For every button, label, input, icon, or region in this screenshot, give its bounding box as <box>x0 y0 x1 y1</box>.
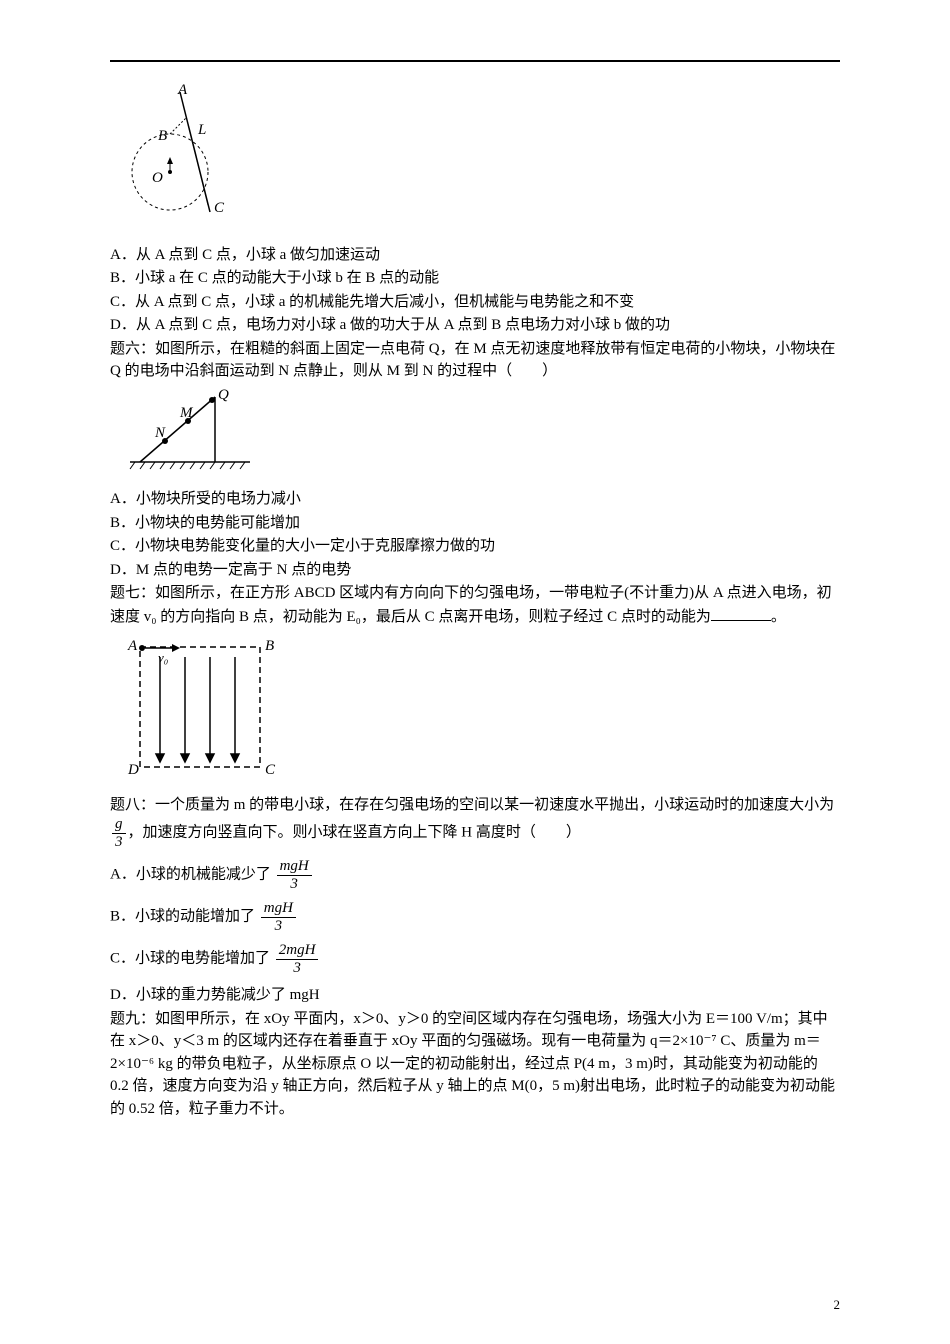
q5-opt-A: A．从 A 点到 C 点，小球 a 做匀加速运动 <box>110 244 840 267</box>
q7-stem-end: 。 <box>771 609 786 625</box>
svg-text:N: N <box>154 425 166 441</box>
svg-text:O: O <box>152 170 163 186</box>
q9-stem: 题九：如图甲所示，在 xOy 平面内，x＞0、y＞0 的空间区域内存在匀强电场，… <box>110 1008 840 1121</box>
q8-A-frac: mgH3 <box>277 858 312 892</box>
svg-text:D: D <box>127 762 139 778</box>
figure-q6: Q M N <box>120 387 840 485</box>
content: A B L O C A．从 A 点到 C 点，小球 a 做匀加速运动 B．小球 … <box>110 82 840 1120</box>
q6-opt-C: C．小物块电势能变化量的大小一定小于克服摩擦力做的功 <box>110 535 840 558</box>
q8-opt-C: C．小球的电势能增加了 2mgH3 <box>110 942 840 976</box>
q8-stem: 题八：一个质量为 m 的带电小球，在存在匀强电场的空间以某一初速度水平抛出，小球… <box>110 794 840 851</box>
svg-text:M: M <box>179 405 194 421</box>
figure-q7: A B C D v₀ <box>120 632 840 790</box>
q8-C-text: C．小球的电势能增加了 <box>110 950 274 966</box>
q8-opt-B: B．小球的动能增加了 mgH3 <box>110 900 840 934</box>
q6-stem: 题六：如图所示，在粗糙的斜面上固定一点电荷 Q，在 M 点无初速度地释放带有恒定… <box>110 338 840 383</box>
q8-A-text: A．小球的机械能减少了 <box>110 866 275 882</box>
figure-q5: A B L O C <box>120 82 840 240</box>
q8-B-frac: mgH3 <box>261 900 296 934</box>
svg-text:Q: Q <box>218 387 229 403</box>
page: A B L O C A．从 A 点到 C 点，小球 a 做匀加速运动 B．小球 … <box>0 0 950 1344</box>
q6-opt-A: A．小物块所受的电场力减小 <box>110 488 840 511</box>
q8-B-text: B．小球的动能增加了 <box>110 908 259 924</box>
q5-opt-C: C．从 A 点到 C 点，小球 a 的机械能先增大后减小，但机械能与电势能之和不… <box>110 291 840 314</box>
svg-text:B: B <box>265 638 274 654</box>
q8-opt-A: A．小球的机械能减少了 mgH3 <box>110 858 840 892</box>
q8-frac-g3: g3 <box>112 816 126 850</box>
q7-blank <box>711 605 771 621</box>
q8-stem-2: ，加速度方向竖直向下。则小球在竖直方向上下降 H 高度时（ ） <box>128 824 581 840</box>
q5-opt-B: B．小球 a 在 C 点的动能大于小球 b 在 B 点的动能 <box>110 267 840 290</box>
top-rule <box>110 60 840 62</box>
svg-text:A: A <box>177 82 188 98</box>
q6-opt-D: D．M 点的电势一定高于 N 点的电势 <box>110 559 840 582</box>
q5-opt-D: D．从 A 点到 C 点，电场力对小球 a 做的功大于从 A 点到 B 点电场力… <box>110 314 840 337</box>
svg-text:B: B <box>158 128 167 144</box>
svg-text:L: L <box>197 122 206 138</box>
q6-opt-B: B．小物块的电势能可能增加 <box>110 512 840 535</box>
q8-C-frac: 2mgH3 <box>276 942 319 976</box>
q8-stem-1: 题八：一个质量为 m 的带电小球，在存在匀强电场的空间以某一初速度水平抛出，小球… <box>110 797 834 813</box>
svg-text:C: C <box>265 762 276 778</box>
page-number: 2 <box>834 1295 841 1315</box>
q8-opt-D: D．小球的重力势能减少了 mgH <box>110 984 840 1007</box>
svg-text:C: C <box>214 200 225 216</box>
svg-text:A: A <box>127 638 138 654</box>
q7-stem: 题七：如图所示，在正方形 ABCD 区域内有方向向下的匀强电场，一带电粒子(不计… <box>110 582 840 628</box>
